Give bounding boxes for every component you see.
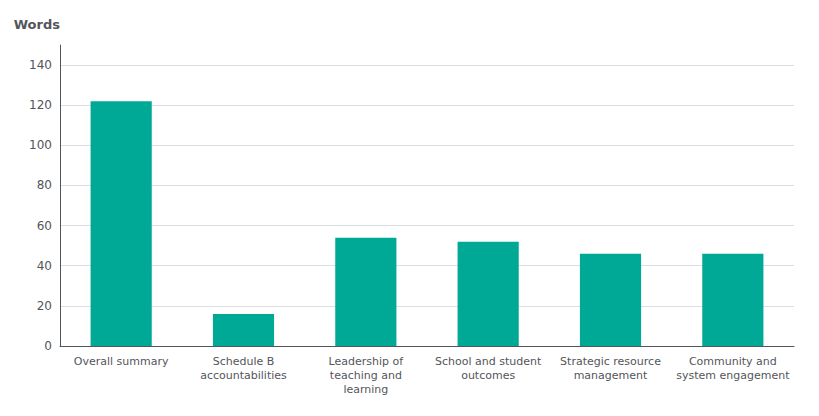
svg-text:40: 40 xyxy=(37,259,52,273)
svg-text:accountabilities: accountabilities xyxy=(200,369,287,382)
svg-text:80: 80 xyxy=(37,178,52,192)
svg-text:School and student: School and student xyxy=(435,355,542,368)
svg-text:100: 100 xyxy=(29,138,52,152)
svg-text:140: 140 xyxy=(29,58,52,72)
svg-text:system engagement: system engagement xyxy=(676,369,790,382)
svg-text:Strategic resource: Strategic resource xyxy=(560,355,661,368)
svg-text:Schedule B: Schedule B xyxy=(213,355,275,368)
svg-text:learning: learning xyxy=(343,383,388,396)
svg-text:20: 20 xyxy=(37,299,52,313)
svg-text:120: 120 xyxy=(29,98,52,112)
svg-text:Community and: Community and xyxy=(689,355,777,368)
svg-text:Words: Words xyxy=(14,17,61,32)
svg-text:outcomes: outcomes xyxy=(461,369,515,382)
svg-text:0: 0 xyxy=(44,339,52,353)
svg-text:60: 60 xyxy=(37,219,52,233)
svg-text:Overall summary: Overall summary xyxy=(74,355,169,368)
svg-text:teaching and: teaching and xyxy=(330,369,402,382)
svg-text:management: management xyxy=(574,369,648,382)
svg-text:Leadership of: Leadership of xyxy=(329,355,405,368)
